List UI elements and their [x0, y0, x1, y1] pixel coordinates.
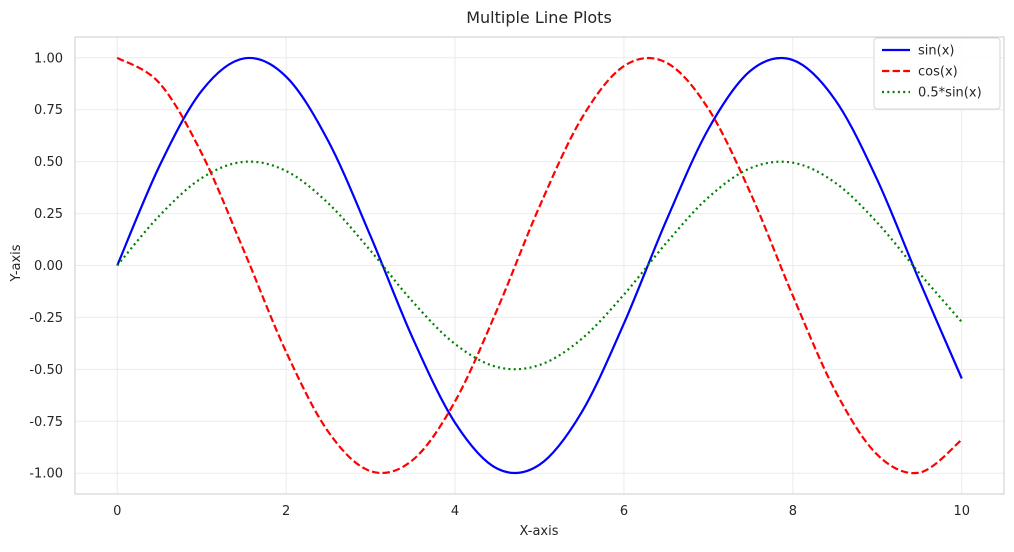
- legend-label-2: 0.5*sin(x): [918, 86, 982, 101]
- y-tick-label: 0.25: [34, 207, 63, 222]
- x-tick-label: 6: [620, 504, 628, 519]
- y-tick-label: 0.00: [34, 259, 63, 274]
- legend-label-0: sin(x): [918, 44, 954, 59]
- x-tick-label: 8: [789, 504, 797, 519]
- series-lines: [116, 56, 963, 475]
- x-axis-ticks: 0 2 4 6 8 10: [113, 504, 970, 519]
- x-tick-label: 4: [451, 504, 459, 519]
- y-tick-label: 0.75: [34, 103, 63, 118]
- chart-title: Multiple Line Plots: [466, 8, 612, 27]
- y-tick-label: -0.50: [29, 363, 63, 378]
- series-line-0: [116, 56, 963, 475]
- legend-label-1: cos(x): [918, 65, 958, 80]
- x-tick-label: 0: [113, 504, 121, 519]
- x-tick-label: 2: [282, 504, 290, 519]
- y-tick-label: -1.00: [29, 467, 63, 482]
- y-axis-ticks: -1.00 -0.75 -0.50 -0.25 0.00 0.25 0.50 0.75 1.00: [29, 51, 63, 481]
- y-tick-label: 0.50: [34, 155, 63, 170]
- y-tick-label: 1.00: [34, 51, 63, 66]
- y-axis-label: Y-axis: [9, 244, 24, 282]
- y-tick-label: -0.75: [29, 415, 63, 430]
- plot-area-frame: [74, 36, 1005, 495]
- x-tick-label: 10: [953, 504, 970, 519]
- legend-box: [873, 37, 1001, 110]
- legend: sin(x) cos(x) 0.5*sin(x): [873, 37, 1001, 110]
- series-line-1: [116, 56, 963, 475]
- y-tick-label: -0.25: [29, 311, 63, 326]
- x-axis-label: X-axis: [520, 524, 559, 539]
- grid-lines: [75, 37, 1004, 494]
